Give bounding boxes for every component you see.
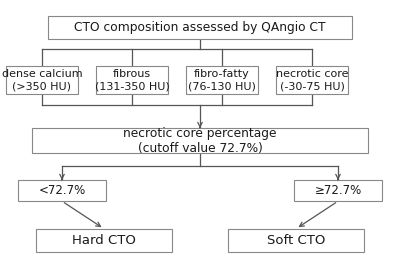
FancyBboxPatch shape (276, 67, 348, 94)
Text: Soft CTO: Soft CTO (267, 234, 325, 247)
FancyBboxPatch shape (48, 16, 352, 39)
Text: ≥72.7%: ≥72.7% (314, 184, 362, 197)
FancyBboxPatch shape (294, 180, 382, 201)
Text: necrotic core percentage
(cutoff value 72.7%): necrotic core percentage (cutoff value 7… (123, 127, 277, 155)
FancyBboxPatch shape (32, 128, 368, 153)
Text: fibro-fatty
(76-130 HU): fibro-fatty (76-130 HU) (188, 69, 256, 91)
Text: CTO composition assessed by QAngio CT: CTO composition assessed by QAngio CT (74, 21, 326, 34)
FancyBboxPatch shape (6, 67, 78, 94)
Text: necrotic core
(-30-75 HU): necrotic core (-30-75 HU) (276, 69, 348, 91)
Text: fibrous
(131-350 HU): fibrous (131-350 HU) (95, 69, 169, 91)
Text: <72.7%: <72.7% (38, 184, 86, 197)
Text: dense calcium
(>350 HU): dense calcium (>350 HU) (2, 69, 82, 91)
FancyBboxPatch shape (36, 229, 172, 252)
FancyBboxPatch shape (228, 229, 364, 252)
FancyBboxPatch shape (18, 180, 106, 201)
FancyBboxPatch shape (186, 67, 258, 94)
FancyBboxPatch shape (96, 67, 168, 94)
Text: Hard CTO: Hard CTO (72, 234, 136, 247)
